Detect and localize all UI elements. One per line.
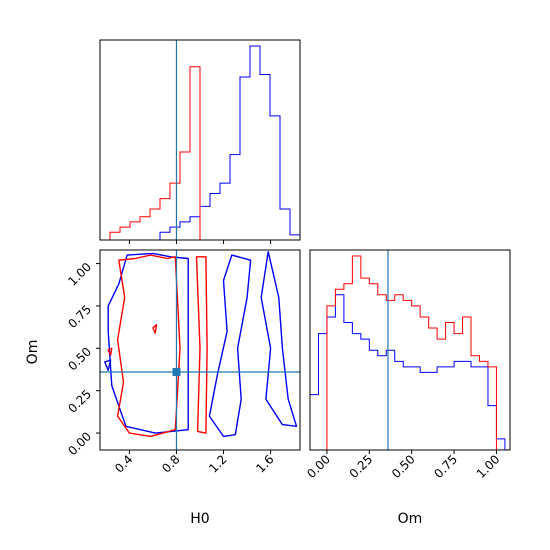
x-tick-label: 1.6 (253, 452, 276, 475)
x-axis-label-om: Om (398, 511, 423, 527)
contour-frame (99, 249, 301, 451)
x-tick-label: 1.2 (206, 452, 229, 475)
truth-point (172, 368, 181, 377)
contour-red-0 (116, 254, 181, 438)
y-tick-label: 0.00 (65, 429, 94, 458)
y-axis-label-om: Om (25, 340, 41, 365)
x-tick-label: 0.8 (159, 452, 182, 475)
contour-red-2 (152, 323, 158, 334)
hist-series-red (310, 255, 505, 451)
hist-h0-frame (99, 39, 301, 241)
y-tick-label: 0.75 (65, 302, 94, 331)
contour-red-3 (107, 347, 113, 356)
hist-h0-marks (100, 45, 301, 241)
x-tick-label: 0.4 (112, 452, 135, 475)
contour-red-1 (195, 256, 208, 434)
x-tick-label: 0.75 (431, 452, 460, 481)
x-tick-label: 0.00 (304, 452, 333, 481)
contour-x-ticks: 0.4 0.8 1.2 1.6 (112, 450, 277, 476)
contour-blue-2 (107, 252, 189, 434)
hist-series-blue (309, 294, 506, 450)
x-tick-label: 0.25 (347, 452, 376, 481)
hist-om-frame (309, 249, 511, 451)
hist-h0-ticks (128, 240, 272, 244)
y-tick-label: 1.00 (65, 260, 94, 289)
contour-y-ticks: 0.00 0.25 0.50 0.75 1.00 (65, 260, 100, 458)
hist-h0-panel (99, 39, 301, 244)
hist-om-panel: 0.00 0.25 0.50 0.75 1.00 Om (304, 249, 511, 527)
x-tick-label: 1.00 (474, 452, 503, 481)
contour-blue-0 (208, 254, 252, 438)
y-tick-label: 0.50 (65, 345, 94, 374)
contour-h0-om-panel: 0.4 0.8 1.2 1.6 0.00 0.25 0.50 0.75 1.00 H0 Om (25, 249, 301, 527)
x-axis-label-h0: H0 (190, 511, 209, 527)
contour-blue-3 (104, 359, 112, 371)
hist-om-x-ticks: 0.00 0.25 0.50 0.75 1.00 (304, 450, 503, 481)
y-tick-label: 0.25 (65, 387, 94, 416)
contour-blue-1 (260, 251, 298, 427)
contour-marks (104, 251, 298, 438)
x-tick-label: 0.50 (389, 452, 418, 481)
hist-om-marks (309, 255, 506, 451)
